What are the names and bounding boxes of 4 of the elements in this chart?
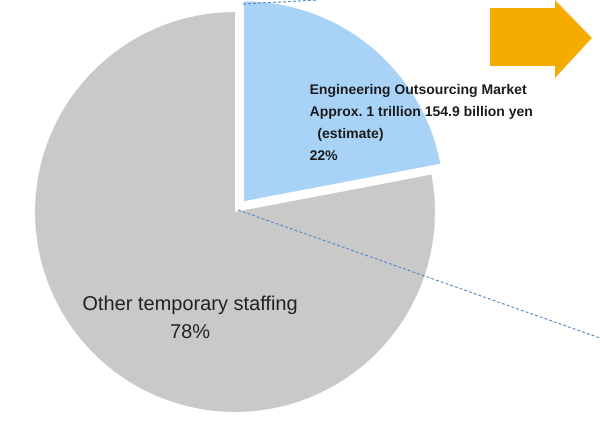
slice-label: Other temporary staffing [82, 293, 298, 315]
data-label: 78% [170, 321, 210, 343]
slice-label: Engineering Outsourcing Market Approx. 1 trillion 154.9 billion yen (estimate) [310, 80, 533, 141]
data-label: 22% [310, 146, 338, 163]
